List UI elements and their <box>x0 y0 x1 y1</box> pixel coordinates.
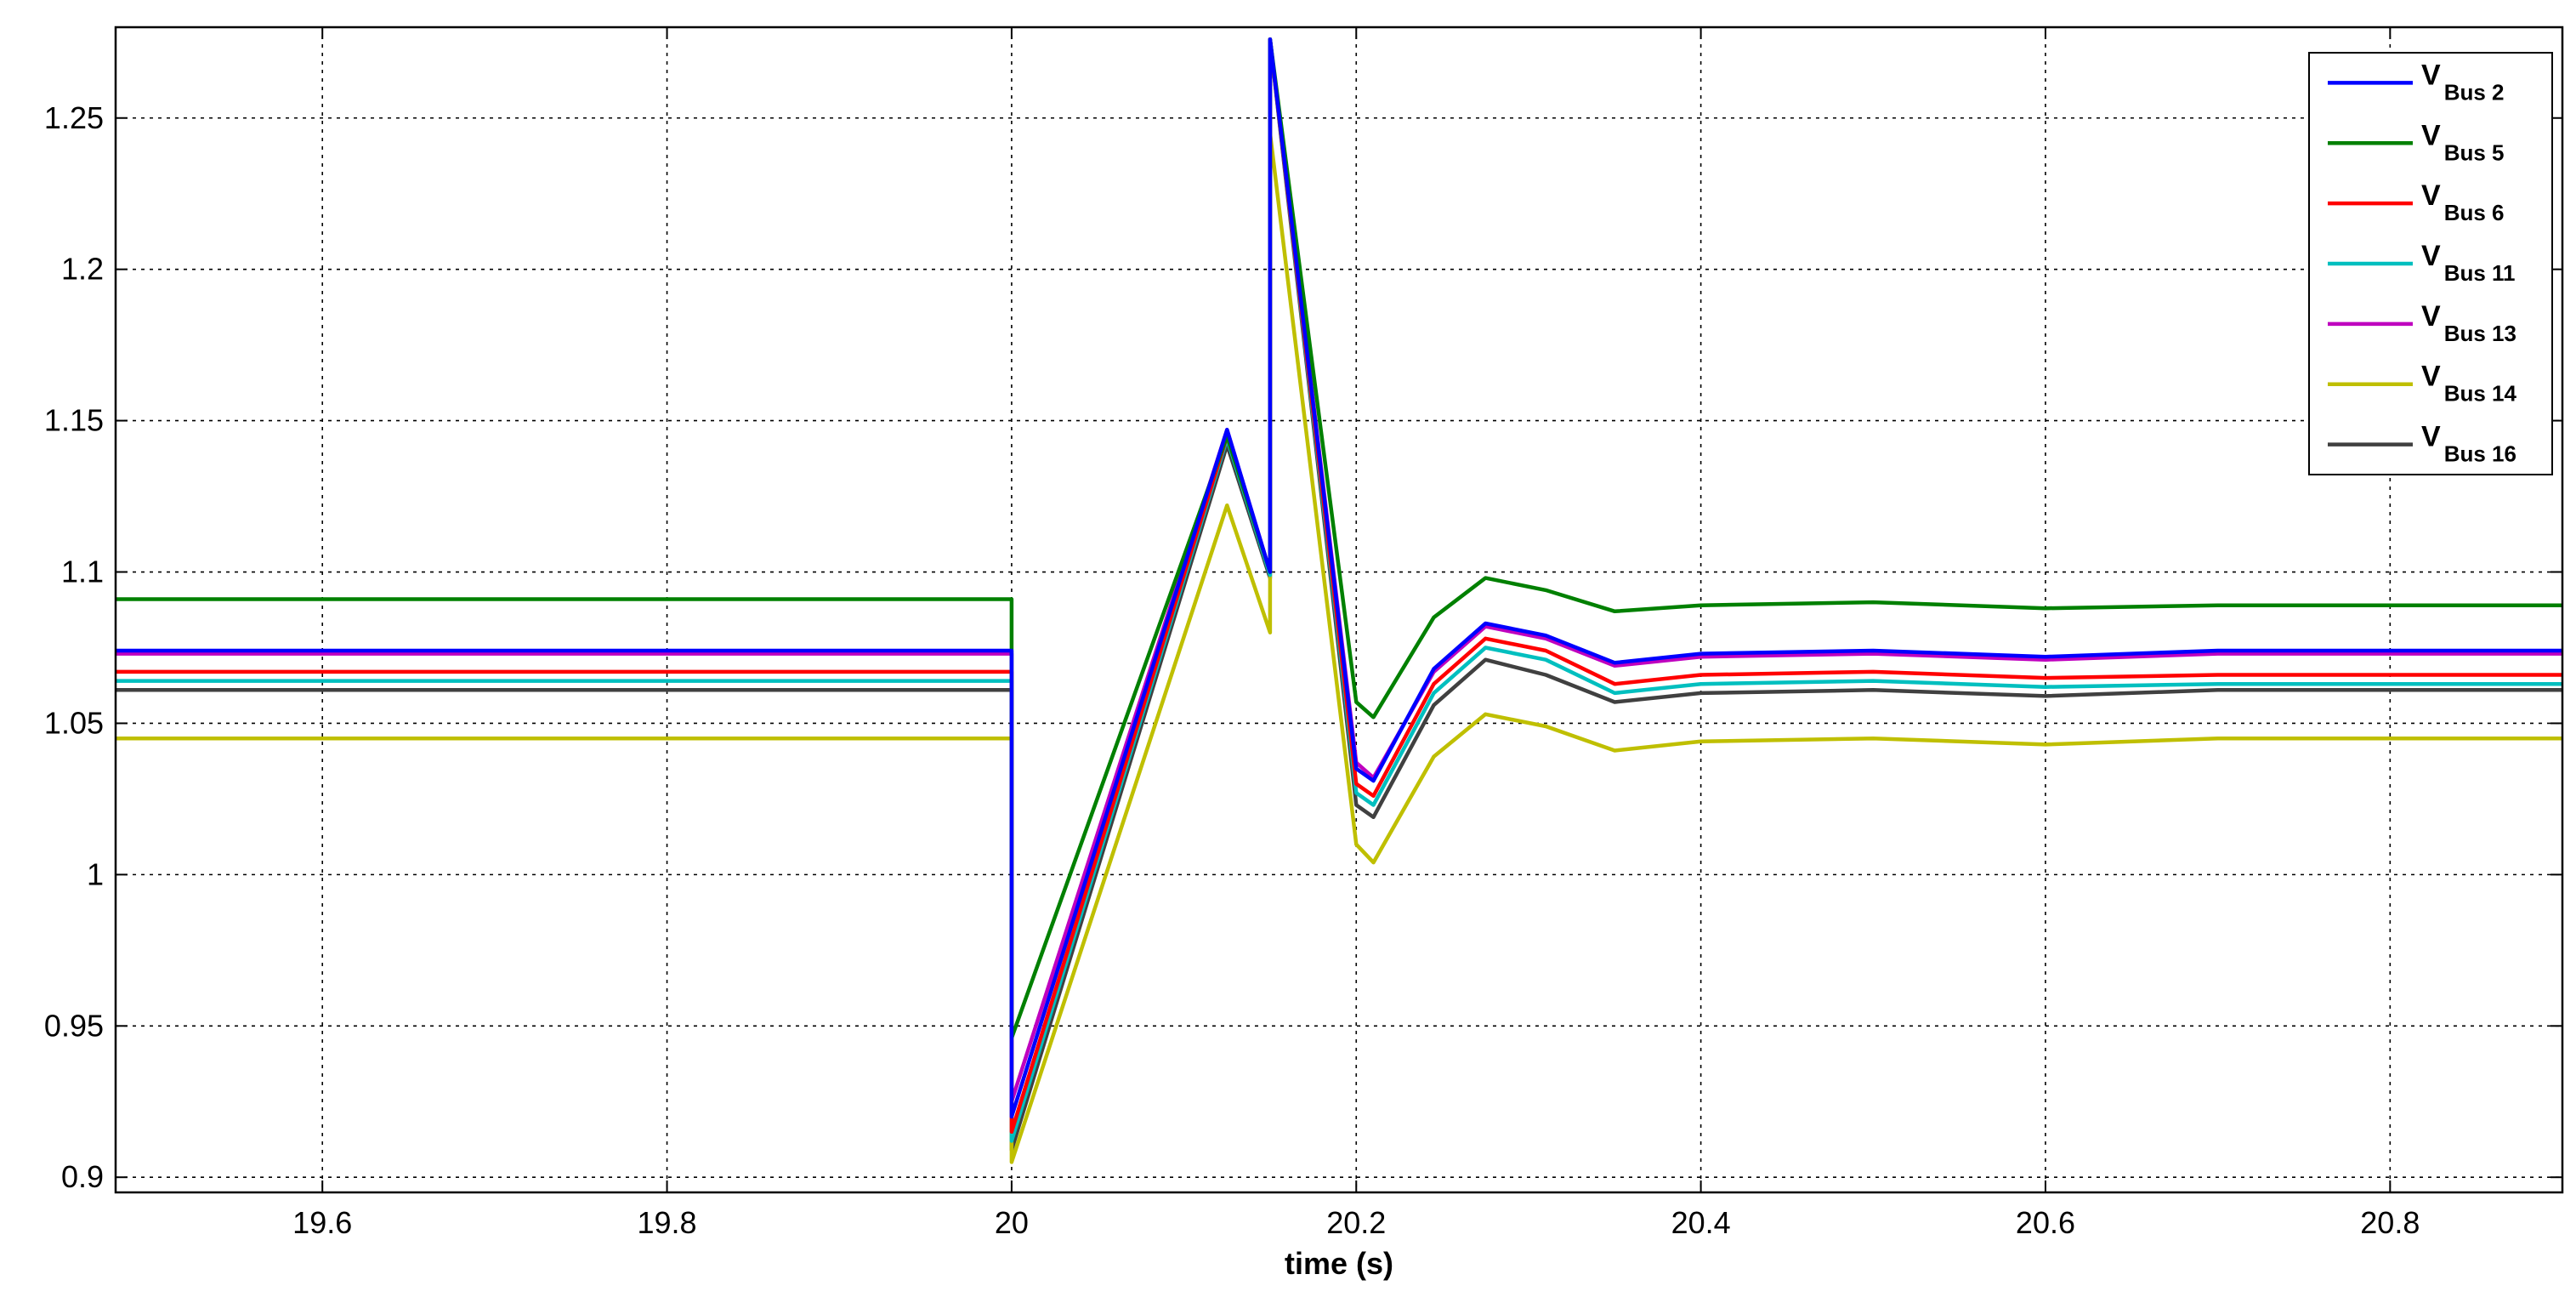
y-tick-label: 1.2 <box>61 252 104 287</box>
series-lines <box>116 37 2562 1164</box>
x-tick-label: 20 <box>995 1205 1029 1240</box>
legend-label-subscript: Bus 5 <box>2444 139 2505 165</box>
legend-label-subscript: Bus 11 <box>2444 260 2516 286</box>
series-line-bus-6 <box>116 37 2562 1135</box>
axis-ticks <box>116 27 2562 1192</box>
x-tick-label: 20.8 <box>2360 1205 2420 1240</box>
series-line-bus-14 <box>116 131 2562 1164</box>
legend-label-subscript: Bus 6 <box>2444 200 2505 225</box>
plot-frame <box>114 26 2564 1194</box>
x-tick-label: 20.6 <box>2016 1205 2075 1240</box>
y-tick-label: 0.9 <box>61 1159 104 1194</box>
y-tick-label: 1 <box>87 856 104 891</box>
x-tick-label: 20.4 <box>1671 1205 1731 1240</box>
series-line-bus-16 <box>116 37 2562 1152</box>
y-tick-labels: 0.9 0.95 1 1.05 1.1 1.15 1.2 1.25 <box>44 100 104 1194</box>
x-tick-label: 19.6 <box>292 1205 352 1240</box>
legend-label-subscript: Bus 16 <box>2444 441 2516 467</box>
x-axis-title: time (s) <box>1285 1246 1393 1281</box>
series-line-bus-2 <box>116 37 2562 1119</box>
y-tick-label: 1.05 <box>44 705 104 740</box>
y-tick-label: 1.15 <box>44 403 104 438</box>
series-line-bus-5 <box>116 37 2562 1040</box>
y-tick-label: 1.1 <box>61 555 104 589</box>
x-tick-label: 19.8 <box>638 1205 697 1240</box>
x-tick-labels: 19.6 19.8 20 20.2 20.4 20.6 20.8 <box>292 1205 2420 1240</box>
y-tick-label: 0.95 <box>44 1008 104 1043</box>
legend-label-subscript: Bus 14 <box>2444 381 2517 407</box>
legend-label-subscript: Bus 13 <box>2444 321 2516 346</box>
y-tick-label: 1.25 <box>44 100 104 135</box>
legend-label-subscript: Bus 2 <box>2444 79 2505 105</box>
x-tick-label: 20.2 <box>1326 1205 1386 1240</box>
